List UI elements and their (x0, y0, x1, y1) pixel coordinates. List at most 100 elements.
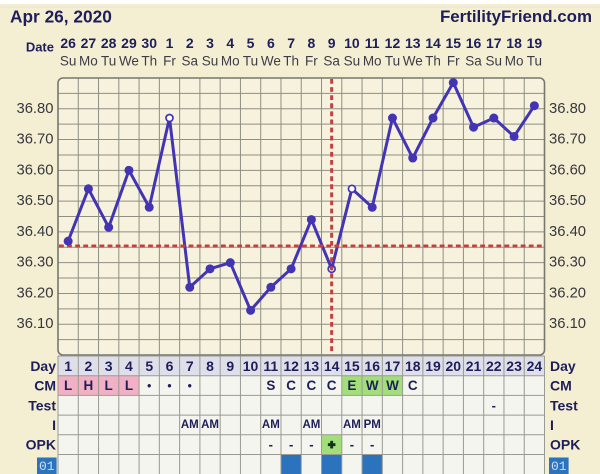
svg-text:26: 26 (60, 35, 76, 51)
svg-text:OPK: OPK (550, 437, 580, 453)
svg-text:36.70: 36.70 (549, 132, 586, 148)
svg-text:-: - (309, 437, 313, 452)
svg-text:H: H (84, 378, 94, 393)
svg-text:36.30: 36.30 (16, 255, 53, 271)
svg-text:18: 18 (405, 358, 421, 374)
svg-text:Tu: Tu (243, 54, 258, 69)
svg-text:36.20: 36.20 (549, 285, 586, 301)
svg-text:-: - (370, 437, 374, 452)
svg-text:5: 5 (145, 358, 153, 374)
svg-text:C: C (307, 378, 317, 393)
svg-text:Fr: Fr (163, 54, 176, 69)
svg-text:Date: Date (26, 40, 54, 55)
svg-text:Tu: Tu (385, 54, 400, 69)
svg-text:13: 13 (304, 358, 320, 374)
svg-text:13: 13 (405, 35, 421, 51)
svg-text:10: 10 (344, 35, 360, 51)
svg-text:Sa: Sa (465, 54, 482, 69)
svg-text:7: 7 (287, 35, 295, 51)
svg-text:-: - (289, 437, 293, 452)
svg-text:Test: Test (28, 397, 56, 413)
svg-text:PM: PM (364, 419, 381, 431)
svg-text:Sa: Sa (323, 54, 340, 69)
svg-text:CM: CM (34, 378, 56, 394)
svg-text:36.70: 36.70 (16, 132, 53, 148)
svg-text:I: I (550, 417, 554, 433)
svg-text:11: 11 (263, 358, 278, 374)
svg-text:L: L (105, 378, 113, 393)
svg-text:28: 28 (101, 35, 117, 51)
svg-text:Su: Su (486, 54, 503, 69)
svg-text:C: C (286, 378, 296, 393)
svg-text:15: 15 (445, 35, 461, 51)
svg-text:AM: AM (201, 419, 219, 431)
svg-text:2: 2 (186, 35, 194, 51)
svg-text:6: 6 (267, 35, 275, 51)
svg-text:19: 19 (527, 35, 543, 51)
svg-text:•: • (188, 379, 192, 393)
svg-text:•: • (167, 379, 171, 393)
svg-text:36.10: 36.10 (16, 316, 53, 332)
svg-text:9: 9 (226, 358, 234, 374)
svg-text:24: 24 (527, 358, 543, 374)
svg-text:Th: Th (283, 54, 299, 69)
svg-text:AM: AM (343, 419, 361, 431)
svg-text:18: 18 (506, 35, 522, 51)
svg-text:Th: Th (141, 54, 157, 69)
svg-text:We: We (403, 54, 423, 69)
svg-text:36.80: 36.80 (549, 101, 586, 117)
svg-text:16: 16 (364, 358, 380, 374)
svg-text:I: I (52, 417, 56, 433)
svg-text:36.50: 36.50 (16, 193, 53, 209)
svg-text:Tu: Tu (527, 54, 542, 69)
svg-text:2: 2 (85, 358, 93, 374)
svg-text:17: 17 (486, 35, 502, 51)
svg-text:27: 27 (81, 35, 97, 51)
svg-text:Mo: Mo (363, 54, 382, 69)
svg-text:Su: Su (202, 54, 219, 69)
svg-text:36.50: 36.50 (549, 193, 586, 209)
svg-text:8: 8 (206, 358, 214, 374)
svg-text:Th: Th (425, 54, 441, 69)
svg-text:Mo: Mo (221, 54, 240, 69)
svg-text:-: - (492, 398, 496, 413)
svg-text:1: 1 (64, 358, 72, 374)
svg-text:30: 30 (141, 35, 157, 51)
svg-text:We: We (261, 54, 281, 69)
svg-text:12: 12 (385, 35, 401, 51)
svg-text:1: 1 (166, 35, 174, 51)
svg-text:S: S (266, 378, 275, 393)
svg-text:6: 6 (166, 358, 174, 374)
svg-text:36.30: 36.30 (549, 255, 586, 271)
svg-text:36.10: 36.10 (549, 316, 586, 332)
svg-text:36.80: 36.80 (16, 101, 53, 117)
svg-text:C: C (327, 378, 337, 393)
svg-text:3: 3 (105, 358, 113, 374)
svg-text:36.60: 36.60 (549, 162, 586, 178)
svg-text:3: 3 (206, 35, 214, 51)
svg-text:Mo: Mo (505, 54, 524, 69)
svg-text:36.40: 36.40 (549, 224, 586, 240)
svg-text:E: E (347, 378, 356, 393)
svg-text:8: 8 (307, 35, 315, 51)
svg-text:CM: CM (550, 378, 572, 394)
svg-text:Mo: Mo (79, 54, 98, 69)
svg-text:OPK: OPK (26, 437, 56, 453)
svg-text:Sa: Sa (182, 54, 199, 69)
svg-text:4: 4 (226, 35, 234, 51)
svg-text:We: We (119, 54, 139, 69)
svg-text:Tu: Tu (101, 54, 116, 69)
svg-text:AM: AM (181, 419, 199, 431)
svg-text:-: - (269, 437, 273, 452)
svg-text:Apr 26, 2020: Apr 26, 2020 (10, 7, 112, 27)
svg-text:FertilityFriend.com: FertilityFriend.com (440, 7, 592, 26)
svg-text:AM: AM (262, 419, 280, 431)
svg-text:W: W (386, 378, 399, 393)
svg-text:Fr: Fr (447, 54, 460, 69)
svg-text:L: L (125, 378, 133, 393)
svg-text:14: 14 (425, 35, 441, 51)
svg-text:01: 01 (551, 459, 567, 474)
svg-text:4: 4 (125, 358, 133, 374)
svg-text:12: 12 (283, 358, 299, 374)
svg-text:15: 15 (344, 358, 360, 374)
